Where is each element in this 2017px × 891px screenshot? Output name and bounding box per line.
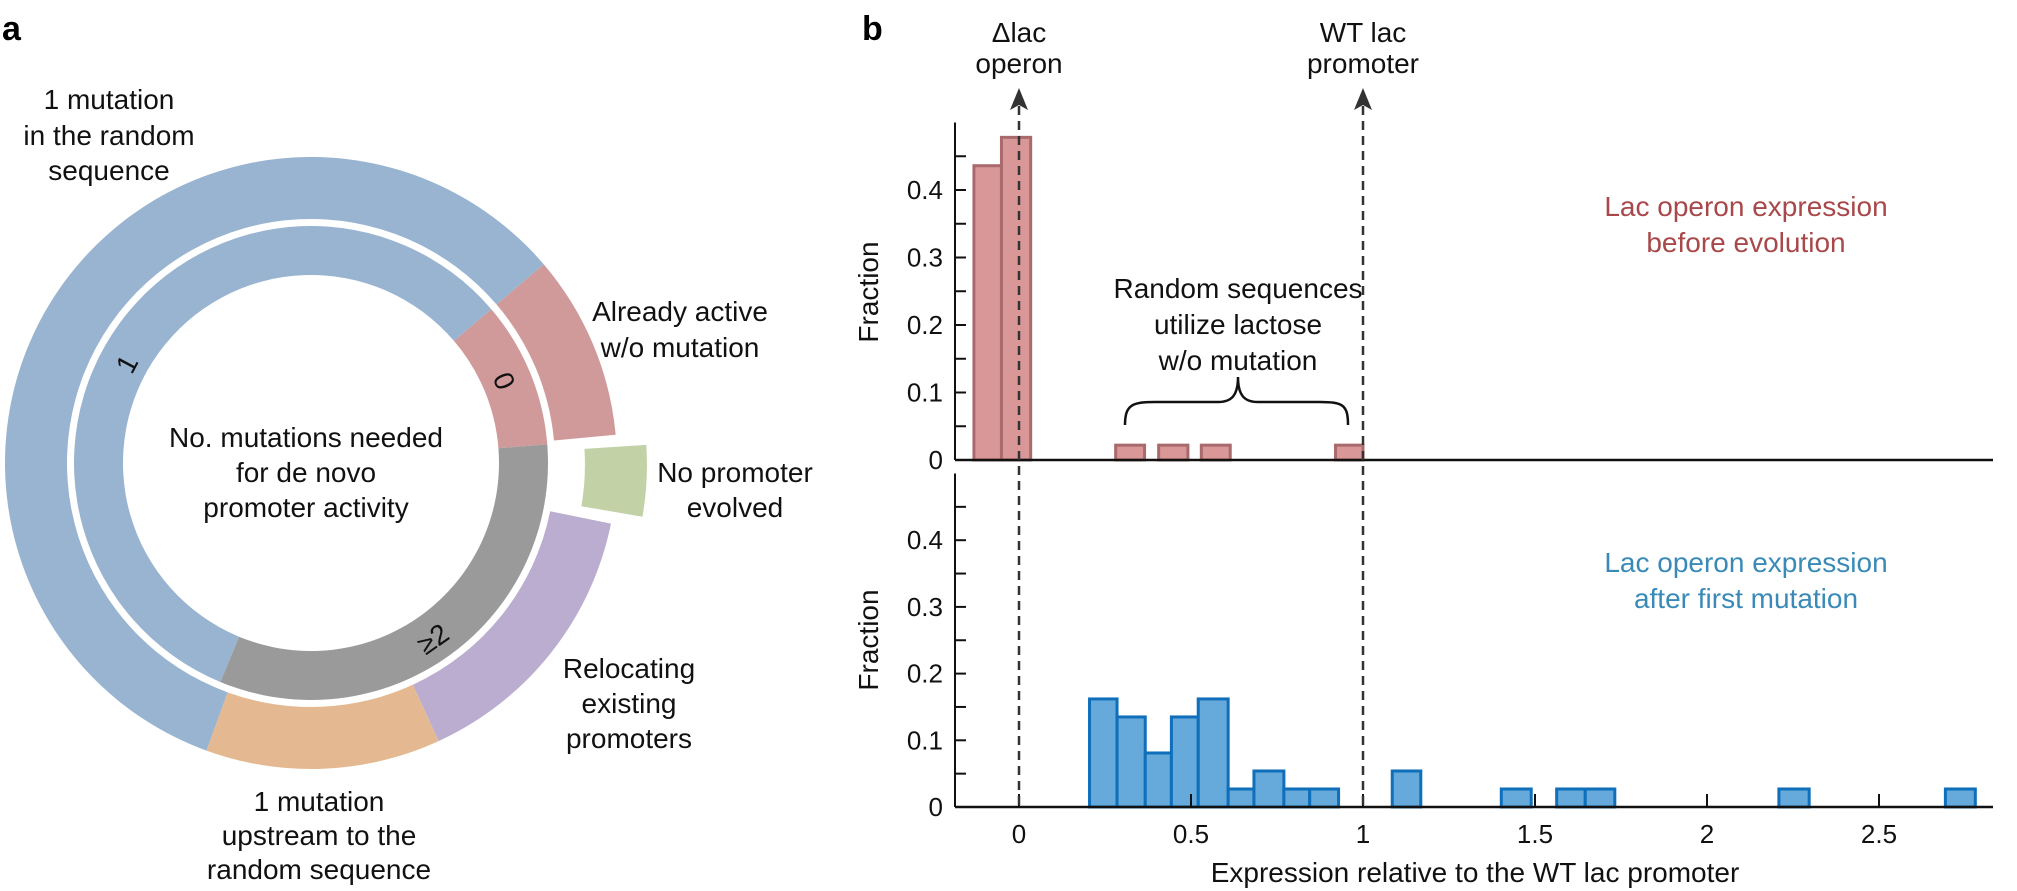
histogram-bar [1282, 787, 1312, 809]
ref-label-wt-1: WT lac [1320, 17, 1407, 48]
annotation-line-2: utilize lactose [1154, 309, 1322, 340]
center-line-2: for de novo [236, 457, 376, 488]
center-line-3: promoter activity [203, 492, 408, 523]
x-tick-label: 0 [1012, 819, 1026, 849]
y-tick-label: 0.3 [907, 243, 943, 273]
outer-ring-segment [5, 157, 544, 751]
inner-ring-segment [73, 225, 492, 682]
histogram-bar [1169, 715, 1200, 809]
donut-center-text: No. mutations needed for de novo promote… [169, 422, 443, 523]
outer-ring-segment [496, 264, 616, 441]
annotation-line-3: w/o mutation [1158, 345, 1318, 376]
x-tick-label: 1 [1356, 819, 1370, 849]
histogram-bar [1114, 443, 1147, 462]
histogram-bar [1583, 787, 1617, 809]
y-tick-label: 0.4 [907, 175, 943, 205]
outer-ring-segment [206, 684, 439, 770]
outer-label-blue-3: sequence [48, 155, 169, 186]
histogram-bar [1252, 769, 1286, 809]
outer-label-green-1: No promoter [657, 457, 813, 488]
center-line-1: No. mutations needed [169, 422, 443, 453]
legend-after-1: Lac operon expression [1604, 547, 1887, 578]
histogram-bar [1088, 697, 1119, 809]
histogram-bar [1143, 751, 1173, 809]
histogram-bar [1226, 787, 1256, 809]
legend-before-1: Lac operon expression [1604, 191, 1887, 222]
outer-label-orange-1: 1 mutation [254, 786, 385, 817]
inner-ring-segment [453, 309, 548, 449]
y-tick-label: 0.2 [907, 310, 943, 340]
y-tick-label: 0 [929, 792, 943, 822]
histogram-bar [1390, 769, 1423, 809]
y-axis-label-bottom: Fraction [853, 589, 884, 690]
histogram-bar [1333, 443, 1365, 462]
panel-label-b: b [862, 10, 883, 48]
x-tick-label: 1.5 [1517, 819, 1553, 849]
outer-label-orange-2: upstream to the [222, 820, 417, 851]
outer-ring-segment [412, 511, 611, 742]
arrow-up-icon [1010, 88, 1028, 110]
y-tick-label: 0.3 [907, 592, 943, 622]
arrow-up-icon [1354, 88, 1372, 110]
y-tick-label: 0.1 [907, 378, 943, 408]
histogram-bar [999, 135, 1033, 462]
outer-label-blue-1: 1 mutation [44, 84, 175, 115]
histogram-bar [1555, 787, 1587, 809]
outer-label-red-1: Already active [592, 296, 768, 327]
x-tick-label: 0.5 [1173, 819, 1209, 849]
ref-label-dlac-1: Δlac [992, 17, 1047, 48]
annotation-brace [1123, 376, 1350, 426]
panel-label-a: a [2, 10, 22, 48]
x-tick-label: 2 [1700, 819, 1714, 849]
y-axis-label-top: Fraction [853, 241, 884, 342]
histogram-bar [1499, 787, 1533, 809]
y-tick-label: 0.4 [907, 525, 943, 555]
outer-label-orange-3: random sequence [207, 854, 431, 885]
y-tick-label: 0.2 [907, 659, 943, 689]
outer-label-purple-2: existing [582, 688, 677, 719]
histogram-bar [972, 164, 1003, 462]
outer-label-green-2: evolved [687, 492, 784, 523]
inner-ring-segment [220, 444, 549, 700]
ref-label-dlac-2: operon [975, 48, 1062, 79]
outer-label-red-2: w/o mutation [600, 332, 760, 363]
x-tick-label: 2.5 [1861, 819, 1897, 849]
histogram-bar [1777, 787, 1811, 809]
histogram-bar [1196, 697, 1230, 809]
histogram-bar [1157, 443, 1190, 462]
x-axis-label: Expression relative to the WT lac promot… [1211, 857, 1740, 888]
histogram-bar [1308, 787, 1341, 809]
histogram-bar [1943, 787, 1977, 809]
donut-chart [5, 157, 647, 770]
legend-before-2: before evolution [1646, 227, 1845, 258]
histogram-bar [1199, 443, 1232, 462]
outer-ring-segment [581, 444, 647, 517]
y-tick-label: 0 [929, 445, 943, 475]
histogram-panels: 0 0.1 0.2 0.3 0.4 0 0.1 0.2 0.3 0.4 0 0.5 1 1.5 2 2.5 [907, 88, 1993, 849]
outer-label-purple-3: promoters [566, 723, 692, 754]
y-tick-label: 0.1 [907, 725, 943, 755]
legend-after-2: after first mutation [1634, 583, 1858, 614]
outer-label-purple-1: Relocating [563, 653, 695, 684]
outer-label-blue-2: in the random [23, 120, 194, 151]
histogram-bar [1115, 715, 1147, 809]
annotation-line-1: Random sequences [1113, 273, 1362, 304]
ref-label-wt-2: promoter [1307, 48, 1419, 79]
